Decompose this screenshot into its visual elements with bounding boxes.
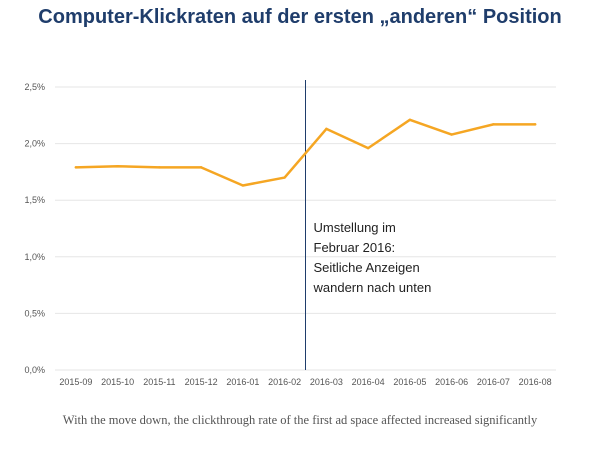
data-point bbox=[492, 123, 495, 126]
annotation-text-line: Seitliche Anzeigen bbox=[314, 260, 420, 275]
data-point bbox=[533, 123, 537, 126]
y-tick-label: 1,5% bbox=[24, 195, 45, 205]
x-tick-label: 2016-07 bbox=[477, 377, 510, 387]
data-point bbox=[116, 165, 119, 168]
y-tick-label: 0,5% bbox=[24, 308, 45, 318]
y-tick-label: 1,0% bbox=[24, 252, 45, 262]
y-tick-label: 2,0% bbox=[24, 139, 45, 149]
y-tick-label: 0,0% bbox=[24, 365, 45, 375]
annotation-text-line: Umstellung im bbox=[314, 220, 396, 235]
annotation: Umstellung im Februar 2016: Seitliche Anze… bbox=[313, 220, 432, 295]
x-tick-label: 2015-10 bbox=[101, 377, 134, 387]
x-tick-label: 2016-04 bbox=[352, 377, 385, 387]
y-axis-ticks: 0,0% 0,5% 1,0% 1,5% 2,0% 2,5% bbox=[24, 82, 45, 375]
annotation-text-line: Februar 2016: bbox=[314, 240, 396, 255]
chart-caption: With the move down, the clickthrough rat… bbox=[62, 413, 538, 427]
data-point bbox=[283, 176, 286, 179]
x-tick-label: 2016-06 bbox=[435, 377, 468, 387]
y-tick-label: 2,5% bbox=[24, 82, 45, 92]
x-tick-label: 2015-09 bbox=[59, 377, 92, 387]
data-point bbox=[158, 166, 161, 169]
series-layer bbox=[74, 118, 537, 187]
data-point bbox=[74, 166, 78, 169]
x-tick-label: 2016-08 bbox=[519, 377, 552, 387]
series-line bbox=[74, 118, 537, 187]
x-tick-label: 2015-12 bbox=[185, 377, 218, 387]
data-point bbox=[408, 118, 412, 122]
x-tick-label: 2016-03 bbox=[310, 377, 343, 387]
data-point bbox=[450, 133, 453, 136]
x-axis-ticks: 2015-09 2015-10 2015-11 2015-12 2016-01 2016-… bbox=[59, 377, 551, 387]
data-point bbox=[366, 146, 370, 150]
chart-title: Computer-Klickraten auf der ersten „ande… bbox=[38, 6, 562, 28]
data-point bbox=[325, 127, 328, 131]
x-tick-label: 2016-02 bbox=[268, 377, 301, 387]
x-tick-label: 2016-01 bbox=[226, 377, 259, 387]
data-point bbox=[241, 184, 245, 187]
data-point bbox=[199, 166, 203, 169]
x-tick-label: 2015-11 bbox=[143, 377, 175, 387]
x-tick-label: 2016-05 bbox=[393, 377, 426, 387]
annotation-text-line: wandern nach unten bbox=[313, 280, 432, 295]
